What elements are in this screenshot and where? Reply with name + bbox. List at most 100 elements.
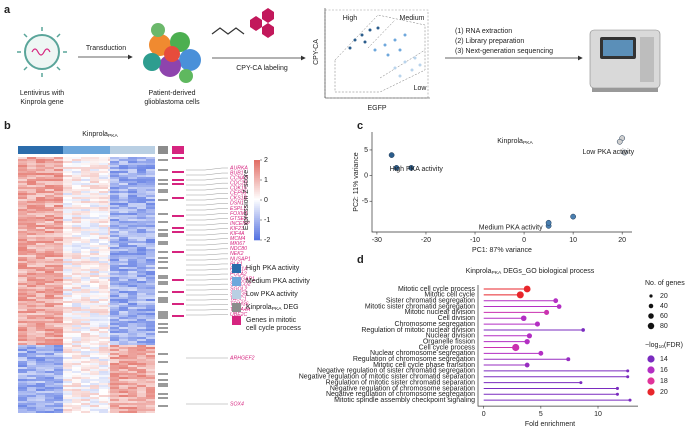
heatmap-cell xyxy=(27,203,36,205)
heatmap-cell xyxy=(54,409,63,411)
heatmap-cell xyxy=(128,277,137,279)
heatmap-cell xyxy=(54,339,63,341)
heatmap-cell xyxy=(27,239,36,241)
heatmap-cell xyxy=(18,261,27,263)
heatmap-cell xyxy=(108,223,110,225)
heatmap-cell xyxy=(54,373,63,375)
heatmap-cell xyxy=(128,293,137,295)
heatmap-cell xyxy=(27,193,36,195)
size-key-label: 20 xyxy=(660,293,668,300)
heatmap-cell xyxy=(63,373,72,375)
heatmap-cell xyxy=(45,309,54,311)
heatmap-cell xyxy=(36,253,45,255)
heatmap-cell xyxy=(90,165,99,167)
heatmap-cell xyxy=(54,399,63,401)
heatmap-cell xyxy=(81,313,90,315)
heatmap-cell xyxy=(110,207,119,209)
heatmap-cell xyxy=(81,239,90,241)
heatmap-cell xyxy=(45,185,54,187)
heatmap-cell xyxy=(72,285,81,287)
heatmap-cell xyxy=(81,385,90,387)
heatmap-cell xyxy=(146,321,155,323)
deg-cell xyxy=(158,233,168,235)
heatmap-cell xyxy=(54,217,63,219)
heatmap-cell xyxy=(128,181,137,183)
heatmap-cell xyxy=(45,387,54,389)
heatmap-cell xyxy=(27,315,36,317)
heatmap-cell xyxy=(137,223,146,225)
heatmap-cell xyxy=(18,217,27,219)
heatmap-cell xyxy=(36,379,45,381)
heatmap-cell xyxy=(27,385,36,387)
heatmap-cell xyxy=(18,219,27,221)
heatmap-cell xyxy=(45,293,54,295)
dot xyxy=(556,304,562,309)
heatmap-cell xyxy=(27,401,36,403)
heatmap-cell xyxy=(45,279,54,281)
heatmap-cell xyxy=(36,277,45,279)
heatmap-cell xyxy=(128,407,137,409)
deg-cell xyxy=(158,315,168,317)
heatmap-cell xyxy=(99,239,108,241)
heatmap-cell xyxy=(63,205,72,207)
colorbar-cell xyxy=(254,186,260,189)
heatmap-cell xyxy=(81,205,90,207)
heatmap-cell xyxy=(63,303,72,305)
heatmap-cell xyxy=(128,193,137,195)
heatmap-cell xyxy=(90,257,99,259)
heatmap-cell xyxy=(18,167,27,169)
heatmap-cell xyxy=(108,365,110,367)
heatmap-cell xyxy=(36,367,45,369)
heatmap-cell xyxy=(110,385,119,387)
heatmap-cell xyxy=(108,329,110,331)
heatmap-cell xyxy=(119,379,128,381)
cycle-cell xyxy=(172,315,184,317)
heatmap-cell xyxy=(81,361,90,363)
heatmap-cell xyxy=(108,183,110,185)
gene-label: INCENP xyxy=(230,221,250,227)
heatmap-cell xyxy=(119,257,128,259)
heatmap-cell xyxy=(110,309,119,311)
heatmap-cell xyxy=(137,321,146,323)
heatmap-cell xyxy=(18,293,27,295)
heatmap-cell xyxy=(27,263,36,265)
heatmap-cell xyxy=(27,209,36,211)
heatmap-cell xyxy=(81,349,90,351)
connector xyxy=(186,314,228,316)
heatmap-cell xyxy=(90,339,99,341)
heatmap-cell xyxy=(81,163,90,165)
heatmap-cell xyxy=(54,241,63,243)
series-label: High PKA activity xyxy=(390,166,444,173)
color-key-label: 14 xyxy=(660,356,668,363)
heatmap-cell xyxy=(110,221,119,223)
heatmap-cell xyxy=(119,179,128,181)
heatmap-cell xyxy=(72,391,81,393)
heatmap-cell xyxy=(90,383,99,385)
heatmap-cell xyxy=(110,405,119,407)
heatmap-cell xyxy=(119,293,128,295)
legend-swatch xyxy=(232,290,241,299)
heatmap-cell xyxy=(110,267,119,269)
heatmap-cell xyxy=(119,205,128,207)
heatmap-cell xyxy=(54,355,63,357)
heatmap-cell xyxy=(81,207,90,209)
heatmap-cell xyxy=(45,305,54,307)
heatmap-cell xyxy=(63,369,72,371)
dot xyxy=(534,321,540,327)
heatmap-cell xyxy=(99,369,108,371)
heatmap-cell xyxy=(108,233,110,235)
heatmap-cell xyxy=(119,269,128,271)
deg-cell xyxy=(158,327,168,329)
heatmap-cell xyxy=(137,323,146,325)
heatmap-cell xyxy=(137,401,146,403)
category-label: Negative regulation of sister chromatid … xyxy=(317,368,475,375)
heatmap-cell xyxy=(137,335,146,337)
heatmap-cell xyxy=(81,275,90,277)
heatmap-cell xyxy=(18,237,27,239)
heatmap-cell xyxy=(90,389,99,391)
heatmap-cell xyxy=(128,411,137,413)
heatmap-cell xyxy=(137,207,146,209)
heatmap-cell xyxy=(45,363,54,365)
heatmap-cell xyxy=(18,285,27,287)
heatmap-cell xyxy=(99,371,108,373)
